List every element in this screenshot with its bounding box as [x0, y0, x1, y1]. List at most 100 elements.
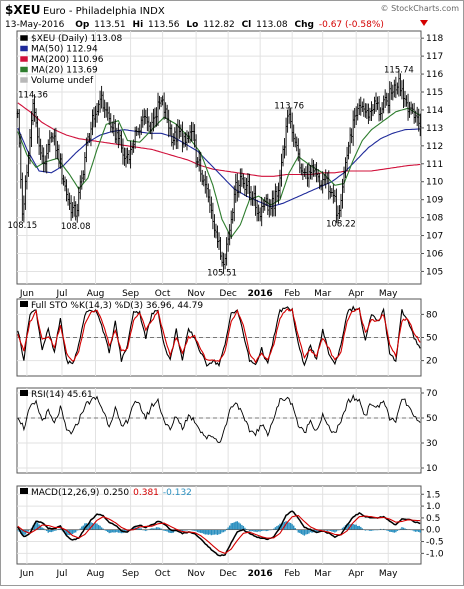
macd-histogram-bar	[358, 525, 360, 530]
open-label: Op	[75, 20, 90, 30]
macd-histogram-bar	[26, 529, 28, 533]
macd-histogram-bar	[212, 529, 214, 535]
price-annotation: 108.08	[61, 222, 91, 232]
low-value: 112.82	[203, 20, 235, 30]
macd-histogram-bar	[94, 523, 97, 530]
price-annotation: 115.74	[384, 66, 414, 76]
macd-histogram-bar	[303, 529, 306, 536]
macd-histogram-bar	[357, 525, 359, 530]
macd-histogram-bar	[50, 529, 53, 533]
macd-histogram-bar	[49, 529, 51, 532]
macd-histogram-bar	[200, 529, 202, 533]
ma200-line	[17, 102, 421, 177]
macd-histogram-bar	[385, 529, 388, 531]
macd-histogram-bar	[87, 523, 89, 530]
macd-histogram-bar	[277, 525, 280, 530]
macd-histogram-bar	[184, 529, 187, 531]
macd-xtick-label: May	[379, 569, 398, 579]
price-ytick-label: 118	[426, 34, 443, 44]
macd-histogram-bar	[169, 529, 171, 534]
macd-histogram-bar	[163, 529, 165, 531]
macd-histogram-bar	[273, 528, 275, 530]
price-ytick-label: 109	[426, 196, 443, 206]
macd-histogram-bar	[245, 528, 248, 530]
macd-histogram-bar	[171, 529, 173, 534]
macd-histogram-bar	[67, 529, 69, 536]
macd-histogram-bar	[382, 528, 385, 530]
macd-histogram-bar	[334, 529, 336, 533]
macd-histogram-bar	[286, 522, 289, 530]
macd-histogram-bar	[293, 525, 295, 530]
quote-line: 13-May-2016 Op 113.51 Hi 113.56 Lo 112.8…	[5, 20, 384, 30]
macd-histogram-bar	[216, 529, 219, 535]
rsi-ytick-label: 70	[426, 389, 438, 399]
macd-line	[17, 510, 421, 557]
macd-histogram-bar	[280, 523, 283, 530]
macd-histogram-bar	[65, 529, 68, 536]
price-xtick-label: Mar	[314, 289, 331, 299]
macd-histogram-bar	[160, 528, 162, 530]
price-ytick-label: 112	[426, 142, 443, 152]
rsi-plot-area	[16, 387, 422, 474]
macd-histogram-bar	[239, 523, 242, 530]
macd-xtick-label: Jun	[19, 569, 34, 579]
macd-histogram-bar	[207, 529, 210, 535]
macd-histogram-bar	[181, 529, 184, 532]
macd-histogram-bar	[203, 529, 205, 534]
macd-histogram-bar	[317, 529, 319, 532]
macd-xtick-label: Feb	[284, 569, 300, 579]
rsi-ytick-label: 10	[426, 464, 438, 474]
ma20-line	[17, 107, 421, 239]
macd-histogram-bar	[282, 522, 284, 530]
stochastic-panel: 20 50 80 Full STO %K(14,3) %D(3) 36.96, 44.…	[16, 298, 438, 377]
macd-histogram-bar	[82, 525, 85, 530]
macd-histogram-bar	[64, 529, 66, 534]
macd-histogram-bar	[289, 522, 292, 530]
macd-histogram-bar	[233, 522, 235, 530]
macd-histogram-bar	[224, 529, 226, 532]
sto-ytick-label: 50	[426, 334, 438, 344]
macd-histogram-bar	[232, 522, 234, 530]
macd-histogram-bar	[90, 522, 92, 530]
macd-histogram-bar	[145, 529, 147, 532]
macd-histogram-bar	[102, 528, 104, 530]
macd-histogram-bar	[291, 524, 293, 530]
macd-legend-part: 0.381	[133, 488, 159, 498]
change-value: -0.67 (-0.58%)	[319, 20, 384, 30]
macd-histogram-bar	[392, 529, 394, 533]
macd-histogram-bar	[300, 529, 303, 535]
macd-histogram-bar	[88, 523, 91, 530]
macd-histogram-bar	[325, 529, 327, 531]
price-annotation: 105.51	[207, 268, 237, 278]
macd-histogram-bar	[302, 529, 304, 535]
macd-histogram-bar	[264, 529, 266, 531]
macd-histogram-bar	[230, 523, 232, 530]
macd-histogram-bar	[152, 528, 155, 530]
macd-xtick-label: Aug	[87, 569, 105, 579]
macd-xtick-label: Jul	[56, 569, 68, 579]
price-annotation: 108.15	[7, 221, 37, 231]
macd-histogram-bar	[414, 529, 417, 532]
macd-ytick-label: 1.0	[426, 502, 441, 512]
sto-legend: Full STO %K(14,3) %D(3) 36.96, 44.79	[31, 301, 203, 311]
macd-xtick-label: 2016	[248, 569, 273, 579]
macd-legend-part: -0.132	[163, 488, 192, 498]
macd-histogram-bar	[405, 529, 408, 530]
legend-swatch	[19, 55, 29, 63]
macd-histogram-bar	[253, 529, 255, 532]
price-ytick-label: 116	[426, 70, 443, 80]
price-xtick-label: Feb	[284, 289, 300, 299]
chart-symbol: $XEU	[5, 3, 41, 17]
price-ytick-label: 117	[426, 52, 443, 62]
macd-histogram-bar	[276, 526, 278, 530]
price-xtick-label: Aug	[87, 289, 105, 299]
macd-histogram-bar	[389, 529, 391, 532]
macd-histogram-bar	[235, 521, 237, 530]
legend-swatch	[19, 76, 29, 84]
macd-histogram-bar	[204, 529, 206, 535]
macd-histogram-bar	[201, 529, 203, 534]
macd-histogram-bar	[70, 529, 72, 535]
macd-histogram-bar	[372, 529, 374, 531]
